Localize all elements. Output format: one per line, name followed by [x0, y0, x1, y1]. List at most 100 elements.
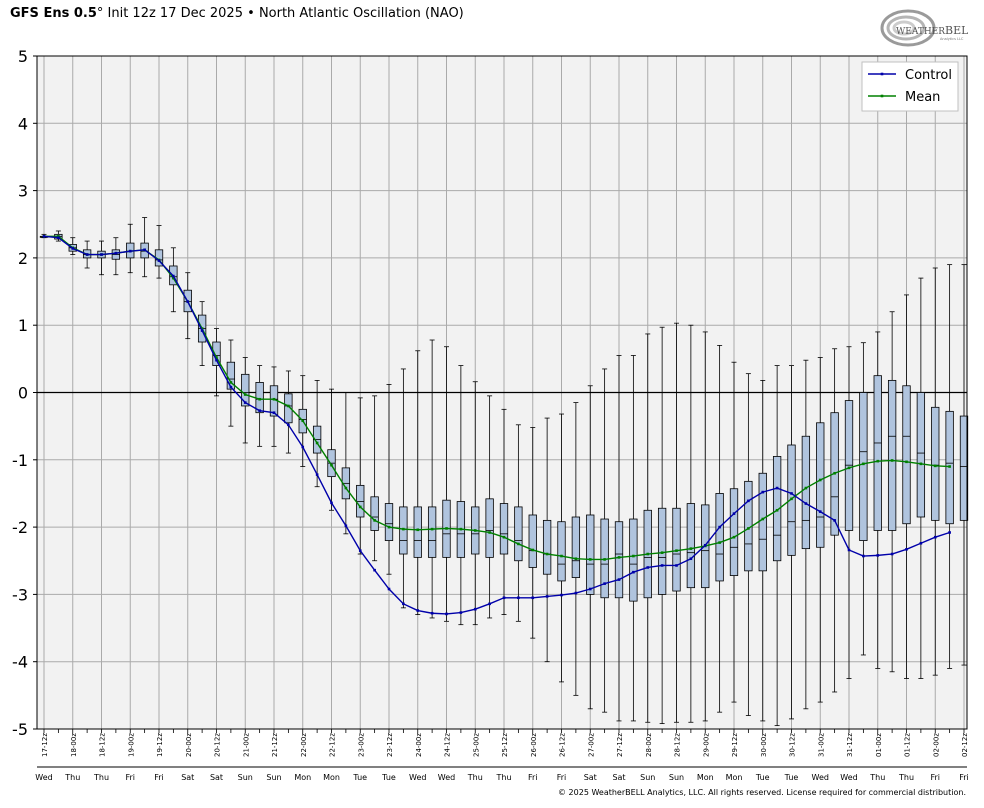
x-day-label: Thu	[93, 773, 109, 782]
series-point-control	[330, 501, 333, 505]
x-day-label: Tue	[784, 773, 799, 782]
series-point-control	[430, 611, 434, 615]
y-tick-label: 5	[18, 47, 28, 66]
series-point-mean	[675, 549, 678, 552]
x-tick-label: 19-00z	[127, 733, 135, 757]
box-iqr	[427, 506, 437, 558]
x-tick-label: 25-12z	[501, 733, 509, 757]
x-day-label: Sat	[181, 773, 194, 782]
x-day-label: Fri	[557, 773, 567, 782]
x-tick-label: 18-00z	[70, 733, 78, 757]
series-point-control	[416, 609, 420, 612]
series-point-mean	[617, 556, 621, 559]
init-time: Init 12z 17 Dec 2025	[107, 6, 243, 21]
series-point-control	[804, 502, 808, 505]
x-tick-label: 29-12z	[731, 733, 739, 757]
series-point-control	[71, 247, 75, 250]
x-tick-label: 21-00z	[242, 733, 250, 757]
x-tick-label: 22-00z	[300, 733, 308, 757]
series-point-control	[42, 235, 46, 238]
series-point-control	[502, 596, 506, 600]
series-point-mean	[229, 381, 233, 384]
x-day-label: Fri	[125, 773, 135, 782]
box-iqr	[931, 406, 940, 521]
series-point-control	[675, 564, 678, 567]
series-point-mean	[387, 525, 391, 529]
series-point-control	[890, 552, 894, 556]
series-point-mean	[459, 527, 463, 531]
series-point-control	[85, 253, 89, 256]
series-point-control	[574, 591, 578, 595]
box-iqr	[399, 506, 408, 555]
series-point-control	[689, 557, 693, 561]
series-point-control	[473, 607, 477, 611]
series-point-control	[933, 535, 937, 539]
series-point-mean	[488, 531, 491, 534]
series-point-control	[373, 568, 376, 572]
x-day-label: Thu	[64, 773, 80, 782]
series-point-mean	[545, 552, 549, 556]
series-point-control	[703, 543, 707, 547]
box-iqr	[787, 444, 796, 556]
box-iqr	[873, 375, 882, 531]
series-point-control	[143, 248, 146, 252]
box-iqr	[916, 392, 926, 518]
series-point-control	[229, 385, 233, 389]
legend-marker-control	[880, 72, 884, 76]
box-iqr	[528, 514, 537, 568]
x-day-label: Fri	[154, 773, 164, 782]
series-point-mean	[588, 558, 592, 561]
x-tick-label: 02-12z	[961, 733, 969, 757]
index-name: North Atlantic Oscillation (NAO)	[258, 6, 464, 21]
x-tick-label: 24-00z	[415, 733, 423, 757]
y-tick-label: 1	[18, 316, 28, 335]
series-point-control	[445, 612, 448, 616]
series-point-control	[315, 473, 319, 476]
series-point-control	[818, 510, 822, 513]
series-point-control	[905, 548, 908, 551]
box-iqr	[514, 506, 523, 562]
x-tick-label: 31-12z	[846, 733, 854, 757]
x-day-label: Tue	[381, 773, 396, 782]
x-day-label: Tue	[755, 773, 770, 782]
series-point-mean	[775, 508, 779, 512]
series-point-mean	[445, 527, 448, 530]
x-tick-label: 18-12z	[99, 733, 107, 757]
series-point-mean	[747, 527, 750, 530]
series-point-control	[718, 525, 721, 529]
series-point-control	[517, 596, 520, 600]
series-point-mean	[847, 466, 851, 470]
series-point-control	[57, 236, 60, 240]
x-tick-label: 17-12z	[41, 733, 49, 757]
series-point-mean	[804, 486, 808, 490]
series-point-mean	[473, 529, 477, 532]
series-point-control	[847, 548, 851, 552]
box-iqr	[959, 415, 969, 521]
series-point-control	[632, 570, 635, 574]
x-day-label: Wed	[438, 773, 455, 782]
series-point-mean	[172, 276, 175, 280]
series-point-mean	[57, 235, 60, 238]
box-iqr	[715, 493, 724, 582]
series-point-mean	[603, 558, 606, 561]
series-point-mean	[862, 462, 865, 466]
x-tick-label: 26-12z	[559, 733, 567, 757]
chart-title: GFS Ens 0.5° Init 12z 17 Dec 2025 • Nort…	[10, 6, 464, 21]
series-point-control	[186, 300, 190, 303]
box-iqr	[571, 516, 581, 578]
series-point-mean	[919, 462, 923, 466]
series-point-mean	[416, 528, 420, 532]
y-tick-label: -4	[12, 653, 28, 672]
x-tick-label: 20-12z	[214, 733, 222, 757]
box-iqr	[657, 507, 667, 595]
y-tick-label: -3	[12, 585, 28, 604]
y-tick-label: 2	[18, 249, 28, 268]
x-tick-label: 25-00z	[472, 733, 480, 757]
logo-text-b: BELL	[945, 24, 968, 37]
series-point-control	[560, 593, 563, 597]
series-point-mean	[402, 527, 405, 531]
box-iqr	[241, 373, 250, 407]
box-iqr	[859, 392, 868, 541]
box-iqr	[902, 385, 911, 525]
